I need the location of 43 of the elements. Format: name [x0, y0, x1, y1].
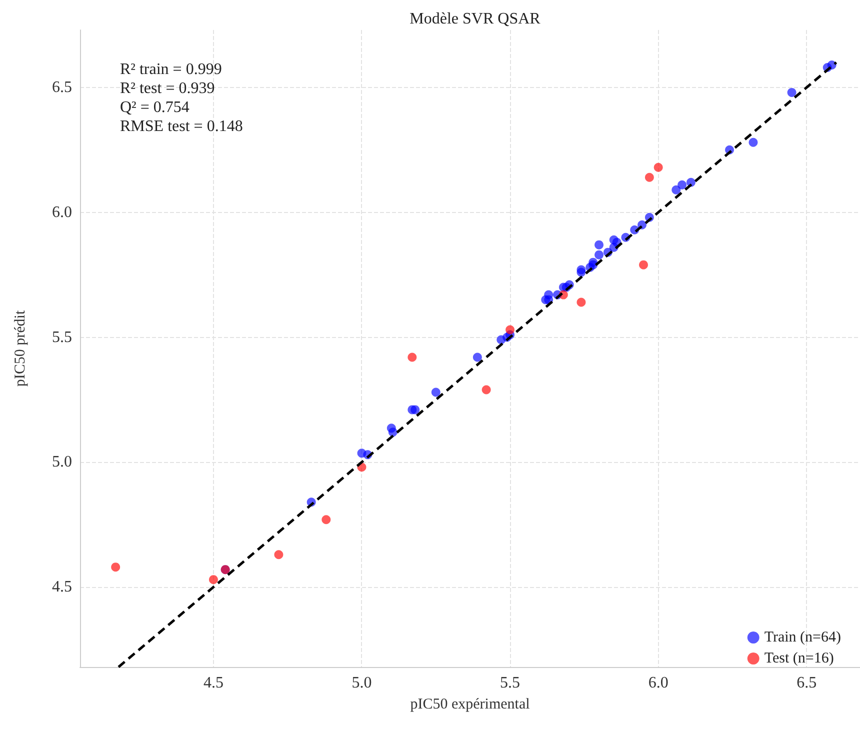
- annotation: R² test = 0.939: [120, 79, 216, 98]
- point: [482, 385, 491, 394]
- point: [594, 250, 604, 260]
- annotation: Q² = 0.754: [120, 98, 190, 117]
- point: [111, 562, 120, 572]
- point: [588, 258, 598, 267]
- point: [672, 185, 681, 194]
- point: [748, 138, 758, 147]
- x-axis-title: pIC50 expérimental: [410, 696, 530, 712]
- y-tick-label: 6.5: [52, 78, 72, 96]
- legend-label: Test (n=16): [764, 650, 834, 666]
- chart-title: Modèle SVR QSAR: [410, 10, 541, 28]
- y-tick-label: 6.0: [52, 204, 72, 221]
- legend-label: Train (n=64): [764, 630, 842, 646]
- x-tick-label: 6.0: [648, 674, 668, 692]
- point: [472, 352, 482, 362]
- x-tick-label: 4.5: [203, 674, 224, 692]
- point: [408, 352, 417, 362]
- point: [274, 550, 284, 560]
- point: [322, 515, 331, 524]
- x-tick-label: 6.5: [796, 674, 817, 692]
- point: [410, 405, 420, 414]
- point: [388, 428, 398, 437]
- point: [644, 172, 654, 182]
- point: [576, 268, 586, 277]
- point: [654, 162, 663, 172]
- y-tick-label: 5.5: [52, 328, 72, 346]
- point: [678, 180, 687, 190]
- point: [576, 298, 586, 307]
- point: [506, 325, 515, 334]
- point: [208, 575, 218, 584]
- annotation: R² train = 0.999: [120, 60, 223, 79]
- y-axis-title: pIC50 prédit: [12, 310, 28, 387]
- y-tick-label: 4.5: [52, 578, 72, 596]
- point: [544, 290, 554, 300]
- x-tick-label: 5.5: [500, 674, 520, 692]
- point: [594, 240, 604, 250]
- point: [431, 388, 440, 397]
- y-tick-label: 5.0: [52, 454, 72, 471]
- point: [787, 88, 796, 97]
- point: [639, 260, 648, 270]
- x-tick-label: 5.0: [352, 674, 372, 692]
- annotation: RMSE test = 0.148: [120, 117, 243, 136]
